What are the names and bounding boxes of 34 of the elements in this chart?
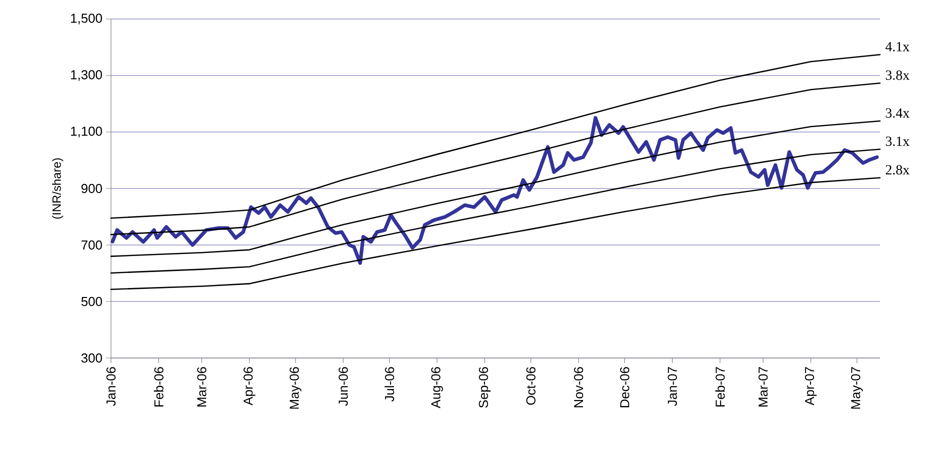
y-tick-label: 300 bbox=[81, 353, 102, 363]
x-tick-label: Oct-06 bbox=[526, 367, 536, 405]
y-tick-label: 500 bbox=[81, 296, 102, 306]
series-label: 2.8x bbox=[886, 165, 910, 175]
x-tick-label: May-07 bbox=[851, 367, 863, 409]
x-tick-label: Dec-06 bbox=[620, 367, 630, 408]
series-label: 3.4x bbox=[886, 108, 910, 118]
x-tick-label: Mar-07 bbox=[758, 367, 768, 406]
x-tick-label: Sep-06 bbox=[478, 367, 491, 408]
x-tick-label: Aug-06 bbox=[431, 367, 443, 408]
x-tick-label: Apr-07 bbox=[804, 367, 817, 406]
x-tick-label: Jan-06 bbox=[106, 367, 116, 406]
x-tick-label: Feb-07 bbox=[715, 367, 725, 406]
series-label: 4.1x bbox=[885, 42, 910, 52]
x-tick-label: May-06 bbox=[290, 367, 302, 409]
y-axis-title: (INR/share) bbox=[52, 158, 64, 219]
series-label: 3.8x bbox=[886, 70, 910, 80]
x-tick-label: Jul-06 bbox=[384, 367, 394, 402]
x-tick-label: Apr-06 bbox=[244, 367, 256, 406]
y-tick-label: 700 bbox=[82, 240, 102, 250]
series-label: 3.1x bbox=[886, 136, 910, 146]
line-series bbox=[110, 177, 881, 290]
y-tick-label: 1,300 bbox=[71, 70, 102, 81]
y-tick-label: 1,500 bbox=[71, 14, 102, 24]
x-tick-label: Feb-06 bbox=[154, 367, 164, 406]
line-series bbox=[110, 54, 881, 219]
line-series bbox=[110, 148, 881, 274]
y-tick-label: 900 bbox=[81, 184, 102, 194]
x-tick-label: Nov-06 bbox=[574, 367, 584, 408]
y-tick-label: 1,100 bbox=[71, 126, 102, 138]
x-tick-label: Jan-07 bbox=[668, 367, 677, 406]
line-series bbox=[110, 82, 881, 236]
x-tick-label: Mar-06 bbox=[197, 367, 206, 406]
x-tick-label: Jun-06 bbox=[338, 367, 348, 406]
